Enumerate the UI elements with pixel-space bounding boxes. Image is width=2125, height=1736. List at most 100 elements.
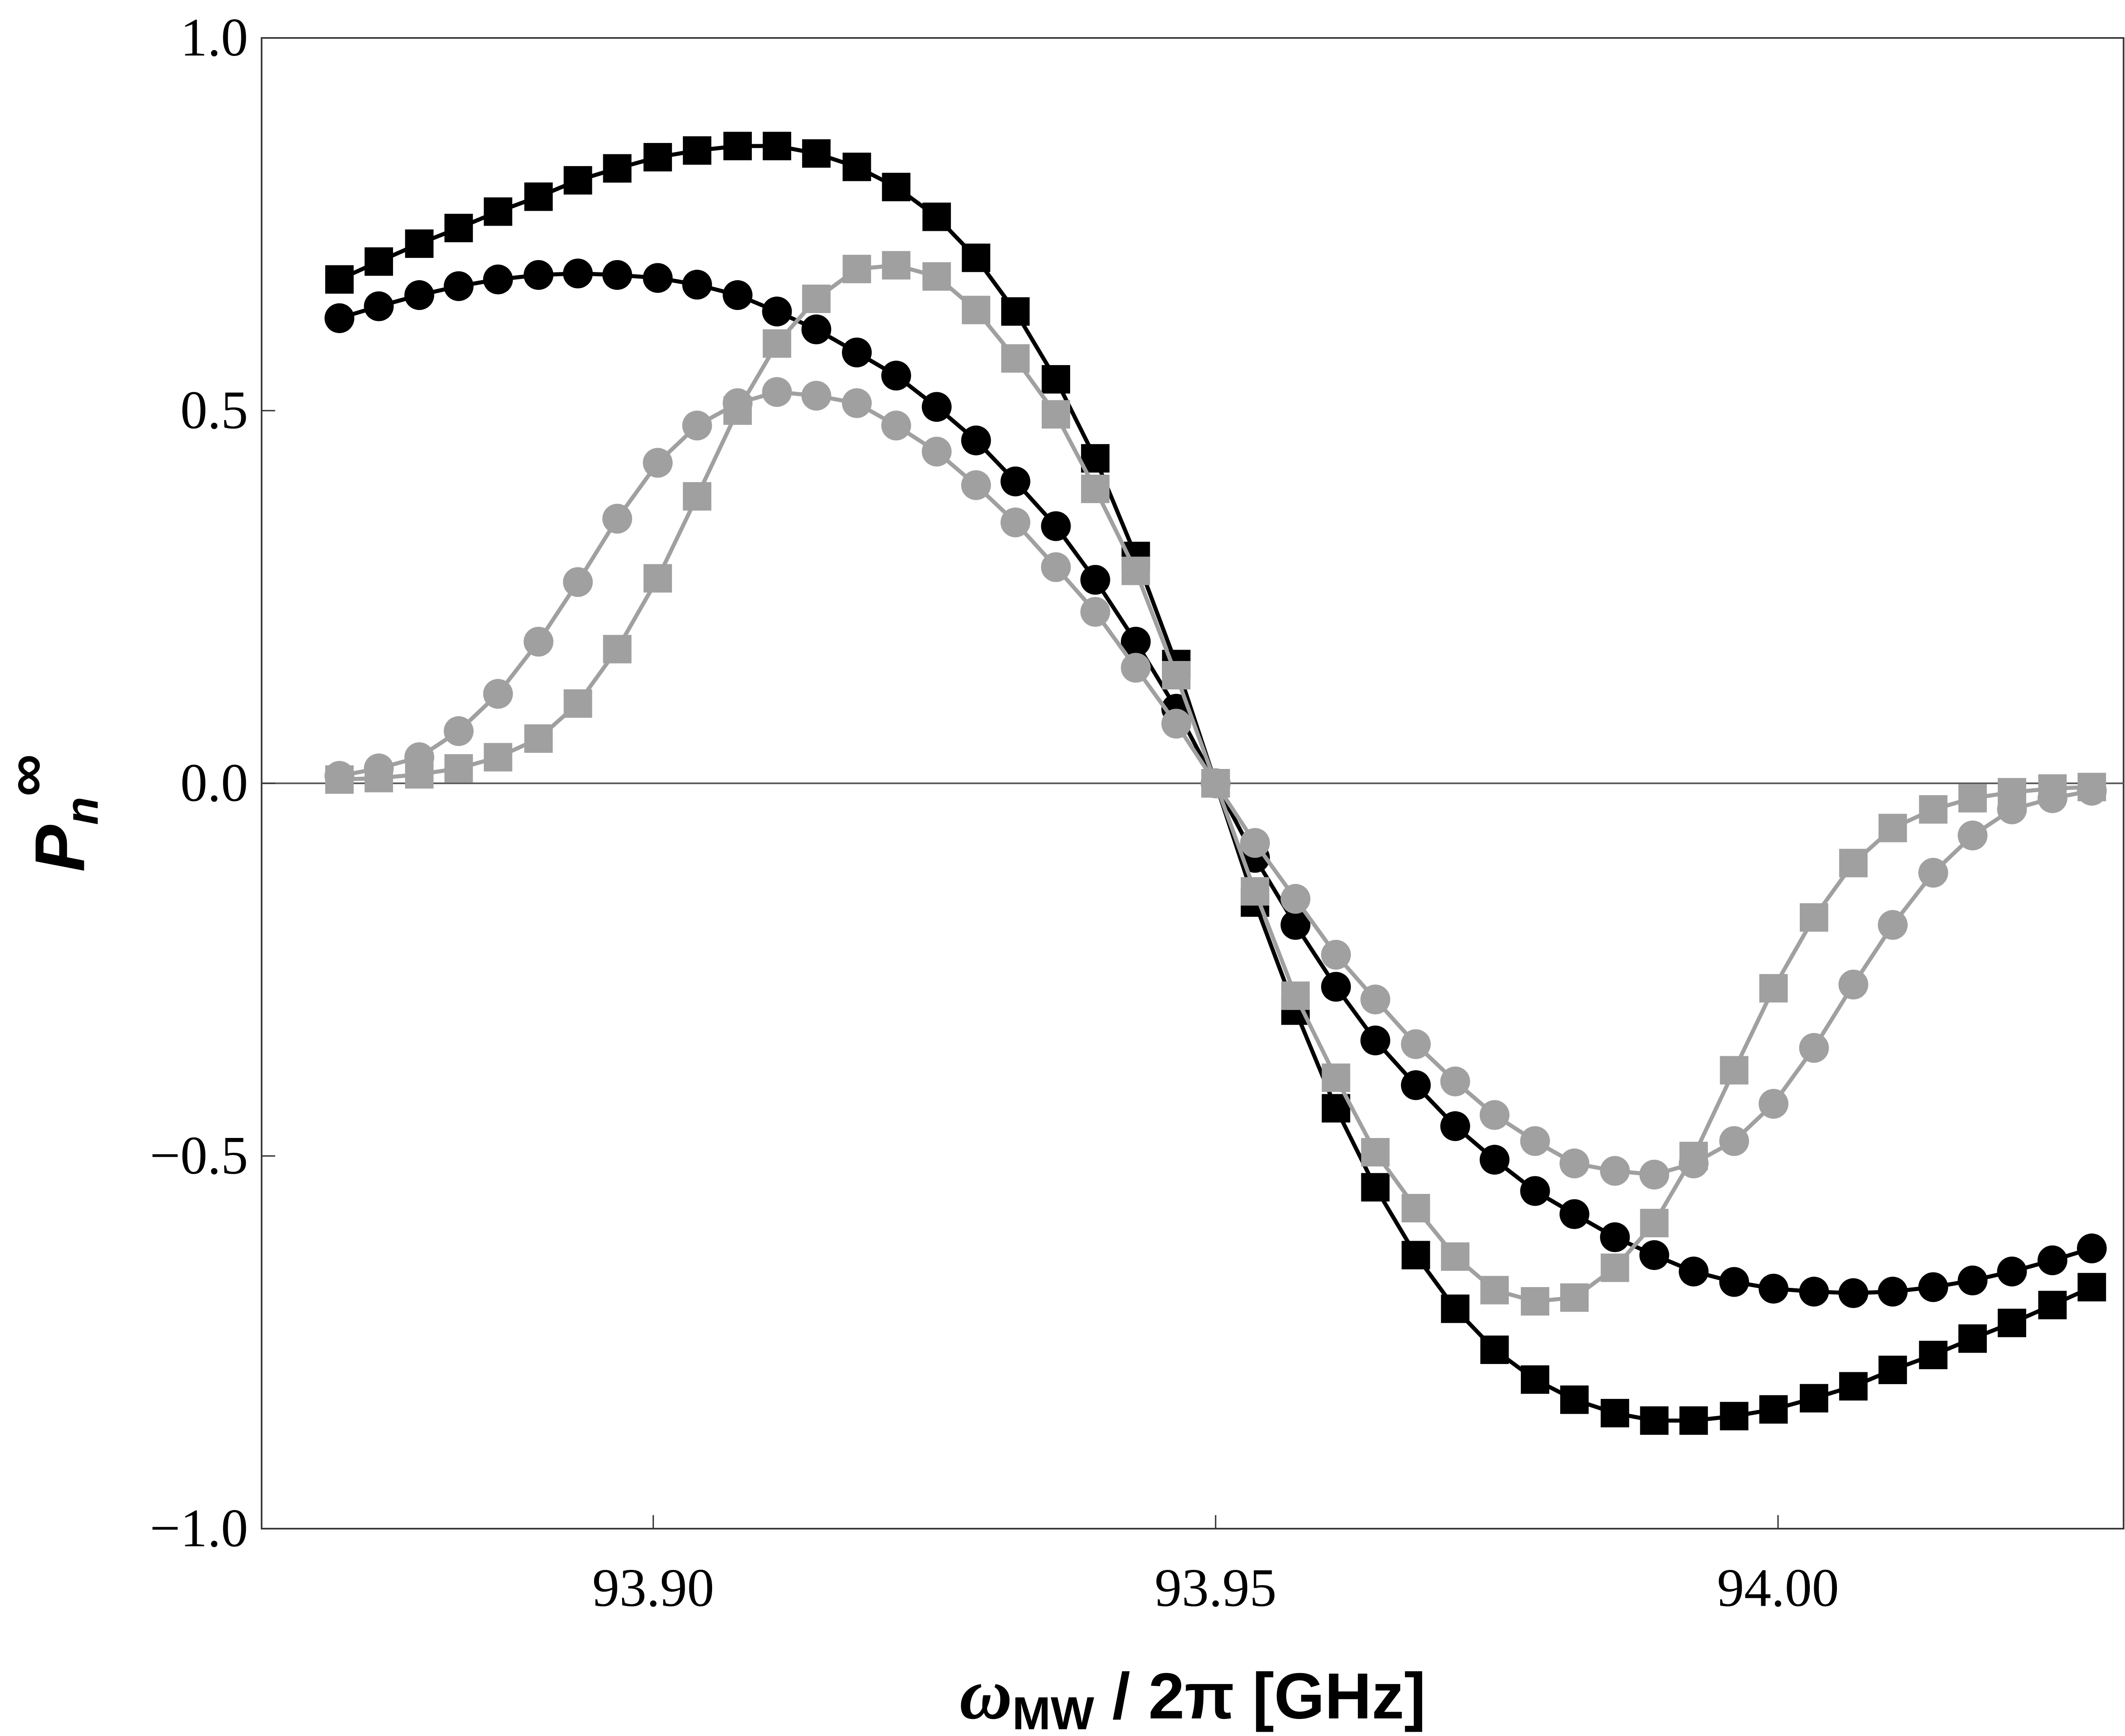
series-layer (324, 132, 2107, 1435)
y-axis-label: Pn∞ (0, 754, 108, 872)
data-point-square (1402, 1194, 1430, 1223)
x-tick-label: 93.95 (1155, 1558, 1276, 1618)
data-point-circle (1799, 1033, 1829, 1063)
data-point-circle (444, 271, 474, 301)
data-point-circle (1161, 709, 1191, 739)
data-point-circle (2077, 1233, 2107, 1263)
data-point-square (1919, 1340, 1948, 1370)
data-point-circle (1679, 1148, 1709, 1179)
data-point-circle (1520, 1176, 1550, 1206)
data-point-square (842, 153, 871, 181)
data-point-circle (2077, 776, 2107, 806)
data-point-circle (1401, 1070, 1431, 1100)
data-point-square (1600, 1253, 1629, 1282)
data-point-circle (682, 411, 712, 441)
data-point-square (1162, 661, 1191, 690)
data-point-square (1640, 1209, 1669, 1238)
data-point-square (483, 743, 512, 772)
data-point-square (1001, 297, 1030, 326)
y-axis: 1.0 0.5 0.0 −0.5 −1.0 (150, 7, 275, 1558)
data-point-circle (1997, 1256, 2027, 1287)
data-point-square (563, 689, 592, 718)
data-point-square (1441, 1242, 1470, 1271)
data-point-square (1441, 1294, 1470, 1323)
data-point-square (1361, 1138, 1390, 1167)
data-point-circle (1479, 1145, 1509, 1175)
data-point-circle (1041, 511, 1071, 541)
data-point-square (1081, 474, 1110, 503)
data-point-square (1041, 400, 1070, 429)
data-point-square (1600, 1399, 1629, 1427)
data-point-circle (1838, 1278, 1868, 1308)
data-point-circle (1799, 1277, 1829, 1307)
y-tick-label: 0.5 (180, 380, 248, 440)
data-point-square (723, 132, 752, 160)
data-point-square (364, 247, 393, 276)
data-point-square (1241, 877, 1269, 906)
data-point-square (1121, 557, 1150, 585)
data-point-circle (364, 753, 394, 783)
data-point-circle (523, 260, 553, 290)
data-point-square (1480, 1276, 1509, 1305)
data-point-circle (1280, 910, 1311, 940)
data-point-circle (682, 270, 712, 300)
data-point-square (325, 265, 354, 294)
data-point-circle (483, 679, 513, 709)
data-point-circle (881, 361, 911, 391)
data-point-circle (602, 504, 633, 534)
data-point-circle (2037, 783, 2068, 813)
data-point-square (444, 754, 473, 783)
data-point-square (1560, 1385, 1589, 1414)
data-point-circle (1479, 1100, 1509, 1130)
data-point-square (1759, 974, 1788, 1003)
data-point-square (1001, 344, 1030, 373)
data-point-circle (1878, 1277, 1908, 1307)
data-point-square (524, 182, 553, 211)
data-point-square (603, 635, 632, 664)
data-point-square (603, 154, 632, 183)
data-point-square (802, 139, 831, 168)
data-point-square (922, 202, 951, 231)
data-point-square (1560, 1283, 1589, 1312)
data-point-circle (1559, 1199, 1589, 1229)
data-point-square (444, 214, 473, 243)
data-point-square (1878, 1356, 1907, 1385)
data-point-square (962, 296, 991, 324)
data-point-square (762, 132, 791, 160)
data-point-circle (523, 626, 553, 657)
data-point-square (1322, 1063, 1350, 1092)
data-point-square (1480, 1335, 1509, 1364)
data-point-circle (1440, 1066, 1470, 1096)
data-point-circle (1121, 626, 1151, 657)
data-point-circle (483, 264, 513, 295)
data-point-circle (1080, 597, 1110, 627)
data-point-circle (643, 448, 673, 478)
data-point-square (1720, 1056, 1749, 1085)
data-point-circle (1440, 1111, 1470, 1141)
data-point-square (762, 329, 791, 358)
data-point-circle (842, 388, 872, 418)
data-point-square (683, 482, 712, 511)
data-point-square (643, 143, 672, 172)
data-point-square (683, 136, 712, 165)
data-point-square (1520, 1365, 1550, 1394)
data-point-circle (1121, 653, 1151, 683)
data-point-circle (723, 280, 753, 310)
data-point-circle (324, 303, 355, 333)
data-point-circle (961, 425, 991, 456)
data-point-circle (563, 258, 593, 289)
data-point-square (962, 244, 991, 272)
data-point-circle (1838, 969, 1868, 1000)
y-tick-label: 0.0 (180, 753, 248, 813)
data-point-square (842, 254, 871, 283)
data-point-circle (1321, 972, 1351, 1002)
data-point-square (1800, 903, 1829, 932)
data-point-circle (762, 296, 792, 327)
data-point-circle (922, 436, 952, 467)
data-point-circle (1758, 1089, 1789, 1119)
data-point-square (2077, 1273, 2106, 1301)
data-point-circle (404, 280, 435, 310)
data-point-circle (1000, 466, 1030, 497)
data-point-square (882, 251, 911, 280)
